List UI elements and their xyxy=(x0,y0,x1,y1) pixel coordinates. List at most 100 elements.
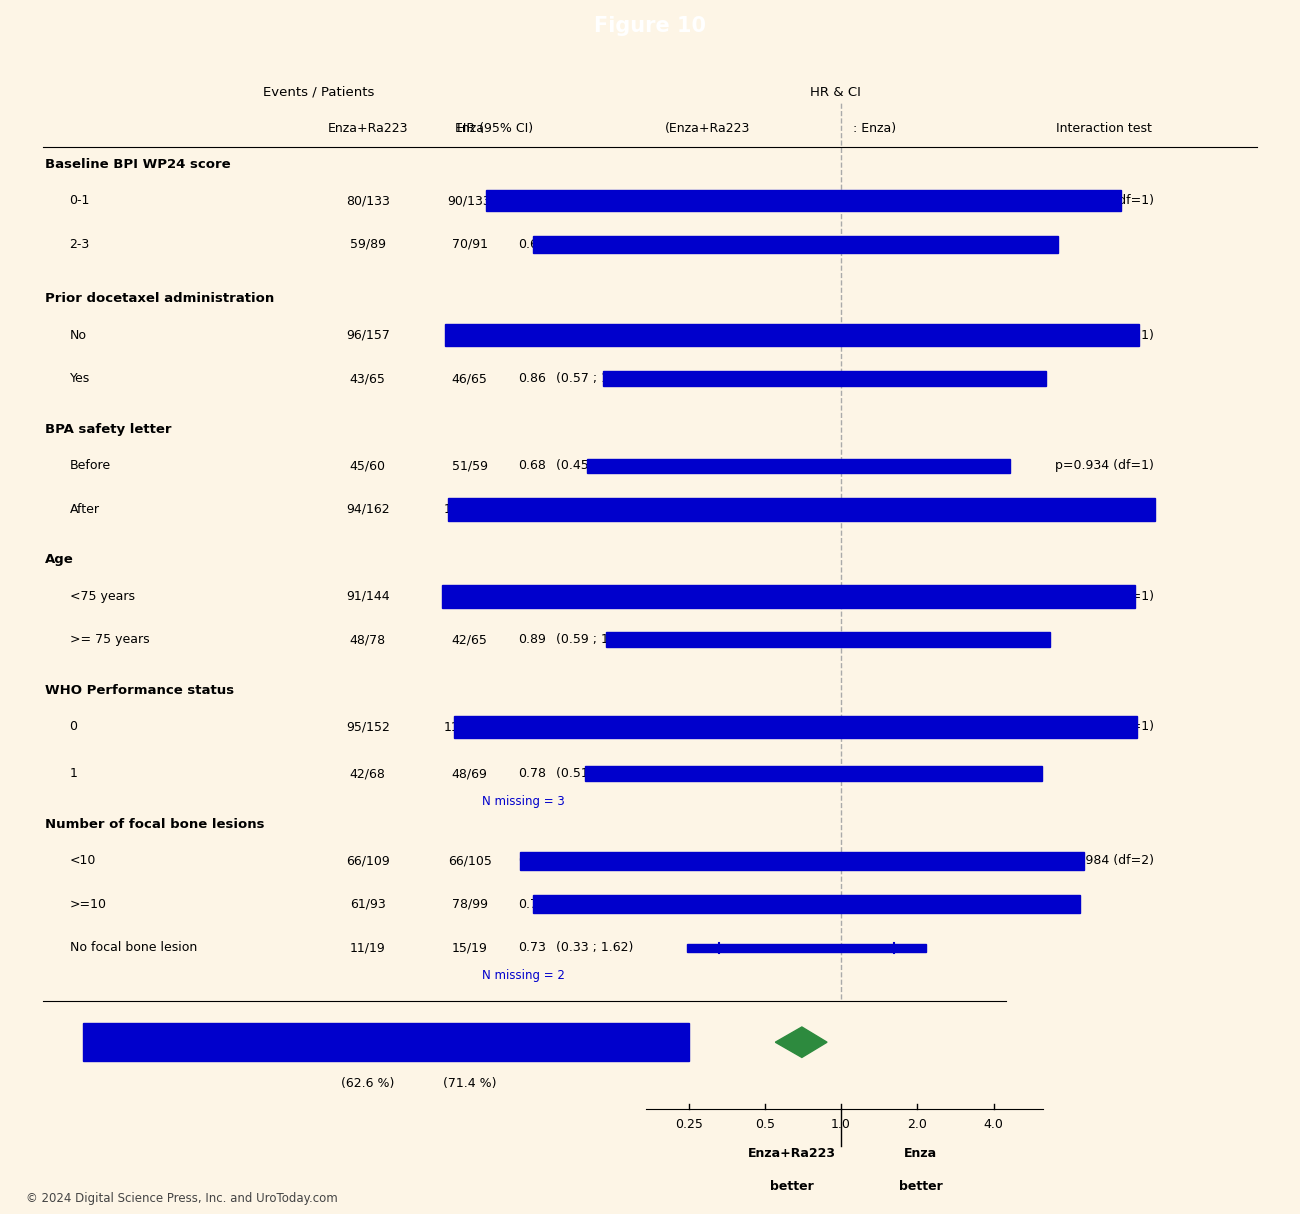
Text: Age: Age xyxy=(46,554,74,567)
Text: Figure 10: Figure 10 xyxy=(594,16,706,36)
Text: Enza+Ra223: Enza+Ra223 xyxy=(328,121,408,135)
Text: (0.47 ; 0.82): (0.47 ; 0.82) xyxy=(555,590,633,602)
Text: 43/65: 43/65 xyxy=(350,371,386,385)
Text: better: better xyxy=(900,1180,942,1193)
Text: N missing = 2: N missing = 2 xyxy=(482,969,564,982)
Text: 90/133: 90/133 xyxy=(447,194,491,208)
Bar xyxy=(83,1023,689,1061)
Text: (0.50 ; 0.87): (0.50 ; 0.87) xyxy=(555,720,633,733)
Text: 46/65: 46/65 xyxy=(451,371,488,385)
Text: 61/93: 61/93 xyxy=(350,898,386,910)
Text: 1.0: 1.0 xyxy=(831,1118,852,1131)
Text: Total: Total xyxy=(178,1034,220,1050)
Text: Number of focal bone lesions: Number of focal bone lesions xyxy=(46,818,264,832)
Text: 0.73: 0.73 xyxy=(517,898,546,910)
Text: (0.51 ; 1.18): (0.51 ; 1.18) xyxy=(555,767,633,781)
Text: 0.70: 0.70 xyxy=(517,855,546,867)
Text: p=0.156 (df=1): p=0.156 (df=1) xyxy=(1054,590,1153,602)
Text: 109/165: 109/165 xyxy=(443,503,495,516)
Text: 114/159: 114/159 xyxy=(443,329,495,341)
Bar xyxy=(520,852,1084,870)
Text: Enza+Ra223: Enza+Ra223 xyxy=(747,1147,836,1161)
Text: 160/224: 160/224 xyxy=(438,1036,502,1049)
Text: Interaction test: Interaction test xyxy=(1056,121,1152,135)
Text: (Enza+Ra223: (Enza+Ra223 xyxy=(664,121,750,135)
Text: 0: 0 xyxy=(69,720,78,733)
Text: 80/133: 80/133 xyxy=(346,194,390,208)
Text: No focal bone lesion: No focal bone lesion xyxy=(69,941,196,954)
Text: 0.66: 0.66 xyxy=(517,238,546,251)
Text: 0.66: 0.66 xyxy=(517,720,546,733)
Text: 139/222: 139/222 xyxy=(337,1036,399,1049)
Text: (0.52 ; 1.02): (0.52 ; 1.02) xyxy=(555,898,633,910)
Text: 48/78: 48/78 xyxy=(350,634,386,646)
Text: (0.55 ; 0.88): (0.55 ; 0.88) xyxy=(555,1036,653,1049)
Text: <75 years: <75 years xyxy=(69,590,134,602)
Text: 45/60: 45/60 xyxy=(350,459,386,472)
Text: (71.4 %): (71.4 %) xyxy=(443,1077,497,1090)
Text: 11/19: 11/19 xyxy=(350,941,386,954)
Text: 0.71: 0.71 xyxy=(517,194,546,208)
Text: 15/19: 15/19 xyxy=(451,941,488,954)
Text: HR (95% CI): HR (95% CI) xyxy=(458,121,533,135)
Text: : Enza): : Enza) xyxy=(853,121,897,135)
Text: 4.0: 4.0 xyxy=(984,1118,1004,1131)
Text: 70/91: 70/91 xyxy=(451,238,488,251)
Text: 2-3: 2-3 xyxy=(69,238,90,251)
Text: p=0.984 (df=2): p=0.984 (df=2) xyxy=(1054,855,1153,867)
Text: 0.78: 0.78 xyxy=(517,767,546,781)
Text: 66/105: 66/105 xyxy=(447,855,491,867)
Text: (0.53 ; 0.97): (0.53 ; 0.97) xyxy=(555,194,633,208)
Text: 91/144: 91/144 xyxy=(346,590,390,602)
Text: (0.33 ; 1.62): (0.33 ; 1.62) xyxy=(555,941,633,954)
Text: 96/157: 96/157 xyxy=(346,329,390,341)
Text: Before: Before xyxy=(69,459,110,472)
Text: HR & CI: HR & CI xyxy=(810,86,861,98)
Text: 42/65: 42/65 xyxy=(451,634,488,646)
Text: 0.70: 0.70 xyxy=(517,503,546,516)
Text: No: No xyxy=(69,329,87,341)
Text: Enza: Enza xyxy=(905,1147,937,1161)
Text: 0-1: 0-1 xyxy=(69,194,90,208)
Text: 95/152: 95/152 xyxy=(346,720,390,733)
Text: (0.50 ; 0.99): (0.50 ; 0.99) xyxy=(555,855,633,867)
Text: p=0.719 (df=1): p=0.719 (df=1) xyxy=(1054,194,1153,208)
Bar xyxy=(585,766,1043,782)
Text: 0.5: 0.5 xyxy=(755,1118,775,1131)
Bar xyxy=(448,498,1156,521)
Text: Events / Patients: Events / Patients xyxy=(263,86,374,98)
Text: 0.62: 0.62 xyxy=(517,590,546,602)
Text: 0.73: 0.73 xyxy=(517,941,546,954)
Text: p=0.514 (df=1): p=0.514 (df=1) xyxy=(1054,720,1153,733)
Text: (0.57 ; 1.31): (0.57 ; 1.31) xyxy=(555,371,633,385)
Text: Yes: Yes xyxy=(69,371,90,385)
Bar xyxy=(603,371,1046,386)
Bar xyxy=(588,459,1010,472)
Bar xyxy=(442,585,1135,607)
Text: >= 75 years: >= 75 years xyxy=(69,634,150,646)
Text: 51/59: 51/59 xyxy=(451,459,488,472)
Text: (0.59 ; 1.35): (0.59 ; 1.35) xyxy=(555,634,633,646)
Text: Baseline BPI WP24 score: Baseline BPI WP24 score xyxy=(46,158,230,171)
Text: 0.86: 0.86 xyxy=(517,371,546,385)
Bar xyxy=(533,236,1058,253)
Text: BPA safety letter: BPA safety letter xyxy=(46,422,172,436)
Bar xyxy=(486,191,1121,211)
Text: 1: 1 xyxy=(69,767,78,781)
Text: After: After xyxy=(69,503,100,516)
Text: <10: <10 xyxy=(69,855,96,867)
Text: 66/109: 66/109 xyxy=(346,855,390,867)
Text: 0.70: 0.70 xyxy=(512,1036,546,1049)
Text: (62.6 %): (62.6 %) xyxy=(341,1077,394,1090)
Text: (0.45 ; 1.03): (0.45 ; 1.03) xyxy=(555,459,633,472)
Text: Enza: Enza xyxy=(455,121,485,135)
Text: 118/159: 118/159 xyxy=(443,590,495,602)
Bar xyxy=(445,324,1139,346)
Text: >=10: >=10 xyxy=(69,898,107,910)
Text: N missing = 3: N missing = 3 xyxy=(482,794,564,807)
Bar xyxy=(533,896,1080,913)
Bar xyxy=(686,944,927,952)
Text: 48/69: 48/69 xyxy=(451,767,488,781)
Text: p=0.934 (df=1): p=0.934 (df=1) xyxy=(1054,459,1153,472)
Text: 0.89: 0.89 xyxy=(517,634,546,646)
